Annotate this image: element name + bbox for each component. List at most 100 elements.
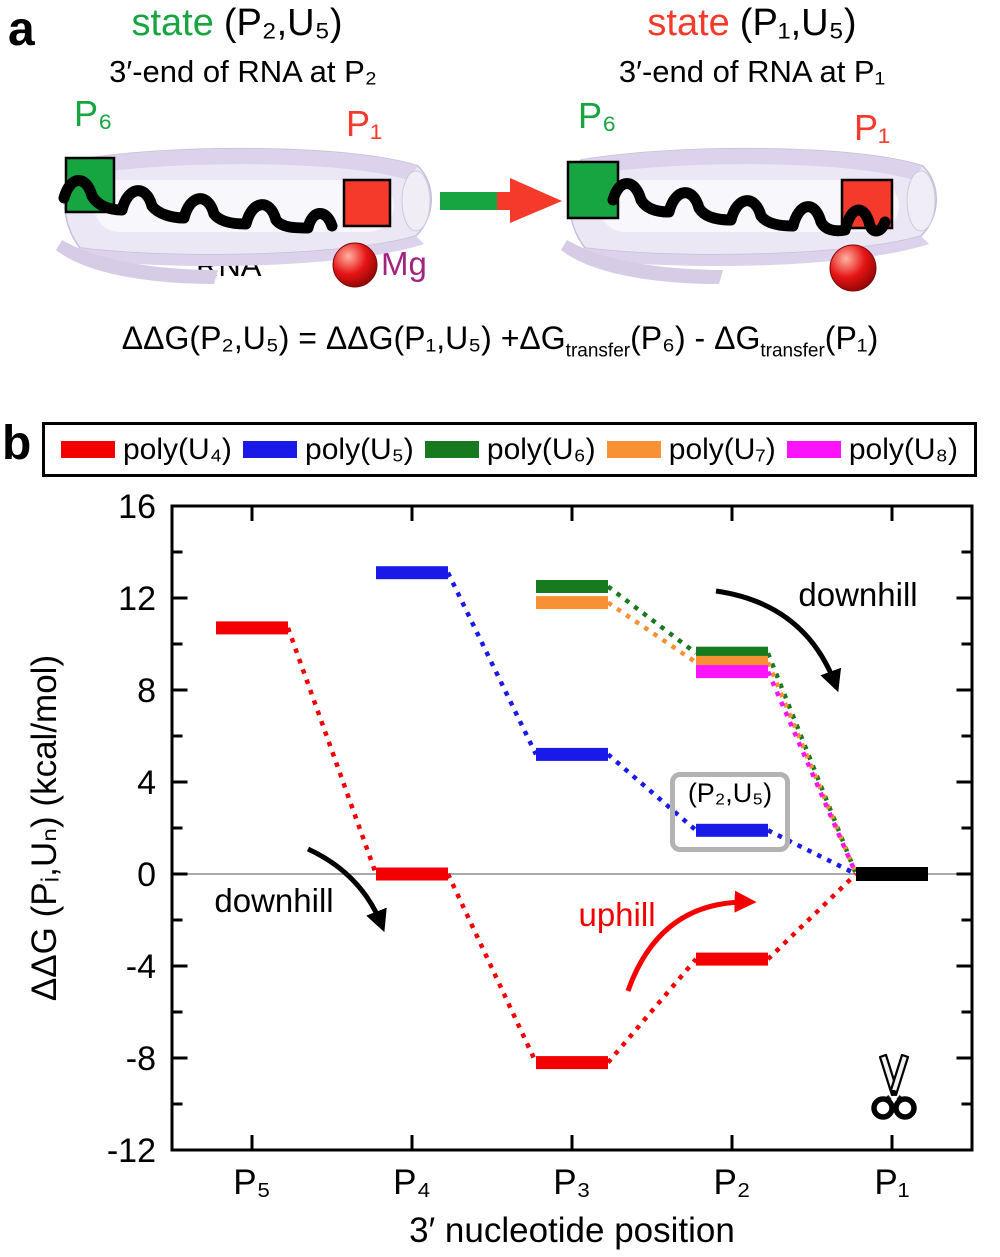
y-tick-label: 4 xyxy=(137,764,156,802)
y-tick-label: -8 xyxy=(126,1040,156,1078)
downhill-left-arrow xyxy=(306,846,387,933)
tunnel-bottom-flap xyxy=(561,240,723,284)
legend-label: poly(U₆) xyxy=(486,432,596,466)
mg-ion-right xyxy=(829,244,877,292)
highlight-box-p2u5: (P₂,U₅) xyxy=(670,772,790,852)
exit-tunnel-illustration-left xyxy=(56,147,432,288)
p1-site-square-left xyxy=(342,178,392,228)
free-energy-equation: ΔΔG(P₂,U₅) = ΔΔG(P₁,U₅) +ΔGtransfer(P₆) … xyxy=(0,320,1000,362)
state-right-title-tuple: (P₁,U₅) xyxy=(739,2,857,44)
annotation-downhill-right: downhill xyxy=(798,576,918,613)
transition-arrow-head xyxy=(510,178,562,223)
legend-swatch xyxy=(606,441,661,458)
p6-label-right: P₆ xyxy=(578,95,617,136)
y-tick-label: -12 xyxy=(107,1132,156,1170)
tunnel-bottom-flap xyxy=(56,240,218,284)
level-marker-poly(U₄)-P₅ xyxy=(216,621,288,635)
level-marker-poly(U₅)-P₃ xyxy=(536,747,608,761)
legend-label: poly(U₅) xyxy=(305,432,414,466)
legend-swatch xyxy=(786,441,841,458)
tunnel-top-lip xyxy=(581,148,923,180)
uphill-arrow xyxy=(625,890,757,992)
y-axis-title: ΔΔG (Pᵢ,Uₙ) (kcal/mol) xyxy=(25,655,64,1001)
level-marker-poly(U₈)-P₂ xyxy=(696,665,768,679)
p6-site-square-right xyxy=(566,160,620,220)
legend-item-poly(U₇): poly(U₇) xyxy=(606,432,776,467)
equation-part3: (P₁) xyxy=(824,320,879,356)
state-right-title: state (P₁,U₅) xyxy=(647,2,856,45)
state-left-title-tuple: (P₂,U₅) xyxy=(223,2,343,44)
connector-poly(U₆)-P₃-to-P₂ xyxy=(606,584,698,655)
legend-label: poly(U₈) xyxy=(848,432,958,466)
connector-poly(U₄)-P₃-to-P₂ xyxy=(606,957,698,1065)
annotation-uphill: uphill xyxy=(578,896,656,933)
p1-label-right: P₁ xyxy=(854,107,891,148)
connector-poly(U₄)-P₂-to-P₁ xyxy=(766,872,858,961)
level-marker-poly(U₄)-P₃ xyxy=(536,1056,608,1070)
tunnel-opening xyxy=(401,170,431,232)
mg-ion-left xyxy=(332,242,378,288)
scissors-icon xyxy=(871,1054,917,1120)
x-tick-label: P₄ xyxy=(393,1163,431,1202)
x-tick-label: P₁ xyxy=(874,1163,909,1202)
x-axis-title: 3′ nucleotide position xyxy=(409,1211,735,1250)
legend-label: poly(U₄) xyxy=(123,432,232,466)
p1-label-left: P₁ xyxy=(346,103,383,144)
panel-a-label: a xyxy=(8,3,35,56)
connector-poly(U₇)-P₃-to-P₂ xyxy=(606,600,698,665)
chart-legend: poly(U₄) poly(U₅) poly(U₆) poly(U₇) poly(U₈) xyxy=(42,422,977,477)
y-tick-label: 8 xyxy=(137,672,156,710)
x-tick-label: P₂ xyxy=(714,1163,751,1202)
legend-swatch xyxy=(424,441,479,458)
highlight-box-label: (P₂,U₅) xyxy=(687,778,773,808)
annotation-arrows xyxy=(306,588,842,992)
equation-part2: (P₆) - ΔG xyxy=(630,320,761,356)
legend-item-poly(U₄): poly(U₄) xyxy=(61,433,232,467)
equation-subscript-transfer-2: transfer xyxy=(760,340,825,362)
legend-item-poly(U₆): poly(U₆) xyxy=(424,432,596,467)
state-left-title: state (P₂,U₅) xyxy=(131,2,342,45)
legend-label: poly(U₇) xyxy=(668,432,776,466)
rna-strand-left xyxy=(58,175,338,234)
p6-label-left: P₆ xyxy=(74,93,113,134)
equation-subscript-transfer-1: transfer xyxy=(565,340,631,362)
transition-arrow-green-segment xyxy=(440,192,497,210)
level-marker-poly(U₇)-P₃ xyxy=(536,596,608,610)
connector-poly(U₄)-P₅-to-P₄ xyxy=(285,627,379,875)
state-right-title-word: state xyxy=(647,2,730,44)
level-marker-poly(U₄)-P₄ xyxy=(376,867,448,881)
plot-frame xyxy=(170,504,974,1152)
legend-swatch xyxy=(243,441,298,458)
level-marker-poly(U₆)-P₃ xyxy=(536,580,608,593)
level-marker-poly(U₅)-P₂ xyxy=(696,823,768,837)
state-right-subtitle: 3′-end of RNA at P₁ xyxy=(618,54,886,89)
legend-item-poly(U₈): poly(U₈) xyxy=(786,432,958,467)
state-transition-arrow xyxy=(440,178,562,223)
downhill-right-arrow xyxy=(715,588,842,693)
state-left-title-word: state xyxy=(131,2,214,44)
level-marker-poly(U₄)-P₂ xyxy=(696,952,768,966)
connector-poly(U₄)-P₄-to-P₃ xyxy=(445,873,539,1064)
state-left-subtitle: 3′-end of RNA at P₂ xyxy=(109,54,377,89)
y-tick-label: 0 xyxy=(137,856,156,894)
y-tick-label: 12 xyxy=(118,580,156,618)
connector-poly(U₅)-P₄-to-P₃ xyxy=(445,571,539,756)
equation-part1: ΔΔG(P₂,U₅) = ΔΔG(P₁,U₅) +ΔG xyxy=(121,320,566,356)
rna-strand-right xyxy=(607,178,891,237)
connector-poly(U₈)-P₂-to-P₁ xyxy=(765,670,859,875)
tunnel-opening xyxy=(906,170,936,232)
y-tick-label: -4 xyxy=(126,948,156,986)
y-tick-label: 16 xyxy=(118,488,156,526)
tunnel-top-lip xyxy=(76,148,418,180)
connector-poly(U₇)-P₂-to-P₁ xyxy=(765,661,859,875)
legend-item-poly(U₅): poly(U₅) xyxy=(243,433,414,467)
x-tick-label: P₅ xyxy=(233,1163,270,1202)
exit-tunnel-illustration-right xyxy=(561,147,937,292)
legend-swatch xyxy=(61,441,115,458)
level-marker-poly(U₅)-P₄ xyxy=(376,566,448,580)
x-tick-label: P₃ xyxy=(553,1163,591,1202)
panel-b-label: b xyxy=(2,417,32,470)
connector-poly(U₅)-P₃-to-P₂ xyxy=(606,752,698,833)
